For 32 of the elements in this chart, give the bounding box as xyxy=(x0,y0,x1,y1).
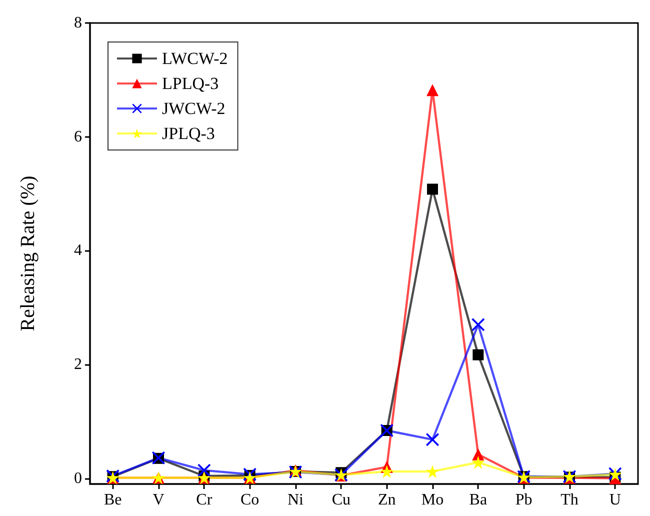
y-tick-label: 4 xyxy=(74,242,82,260)
point xyxy=(426,84,438,96)
point xyxy=(472,456,485,469)
x-tick-label: Th xyxy=(560,492,578,508)
legend-label: JPLQ-3 xyxy=(162,124,215,143)
point xyxy=(427,184,438,195)
point xyxy=(426,433,439,446)
x-tick-label: Mo xyxy=(421,492,444,508)
point xyxy=(198,464,211,477)
x-tick-label: Ba xyxy=(469,492,488,508)
x-tick-label: U xyxy=(609,492,622,508)
x-tick-label: Cr xyxy=(196,492,213,508)
y-tick-label: 8 xyxy=(74,14,82,32)
x-tick-label: V xyxy=(152,492,165,508)
y-tick-label: 6 xyxy=(74,128,82,146)
x-tick-label: Be xyxy=(104,492,122,508)
x-tick-label: Zn xyxy=(378,492,396,508)
x-tick-label: Ni xyxy=(288,492,304,508)
legend-label: LWCW-2 xyxy=(162,49,228,68)
point xyxy=(472,448,484,460)
point xyxy=(472,349,484,360)
point xyxy=(426,464,439,478)
point xyxy=(472,318,485,332)
point xyxy=(380,464,394,478)
x-tick-label: Co xyxy=(240,492,260,508)
x-tick-label: Pb xyxy=(515,492,532,508)
legend-label: JWCW-2 xyxy=(162,99,226,118)
y-tick-label: 0 xyxy=(74,470,82,487)
y-axis-title: Releasing Rate (%) xyxy=(17,176,39,332)
legend-label: LPLQ-3 xyxy=(162,74,219,93)
x-tick-label: Cu xyxy=(332,492,351,508)
y-tick-label: 2 xyxy=(74,356,82,373)
